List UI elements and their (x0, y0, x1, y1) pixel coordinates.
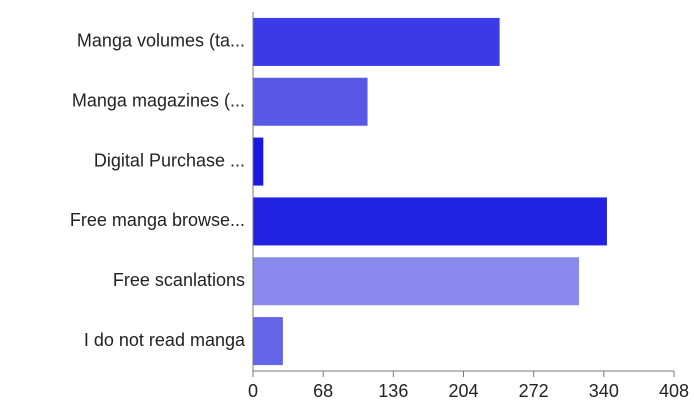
y-tick-label: Manga volumes (ta... (77, 31, 245, 51)
bar (253, 317, 283, 366)
x-tick-label: 272 (519, 381, 549, 401)
x-tick-label: 0 (248, 381, 258, 401)
bar (253, 257, 580, 306)
x-tick-label: 136 (378, 381, 408, 401)
y-tick-label: I do not read manga (84, 330, 246, 350)
y-tick-label: Digital Purchase ... (94, 150, 245, 170)
y-tick-label: Manga magazines (... (72, 91, 245, 111)
x-tick-label: 68 (313, 381, 333, 401)
y-tick-label: Free scanlations (113, 270, 245, 290)
x-tick-label: 408 (659, 381, 689, 401)
x-tick-label: 204 (448, 381, 478, 401)
x-tick-label: 340 (589, 381, 619, 401)
bar (253, 137, 264, 186)
bar (253, 77, 368, 126)
y-tick-label: Free manga browse... (70, 210, 245, 230)
bar (253, 197, 607, 246)
bar (253, 17, 500, 66)
